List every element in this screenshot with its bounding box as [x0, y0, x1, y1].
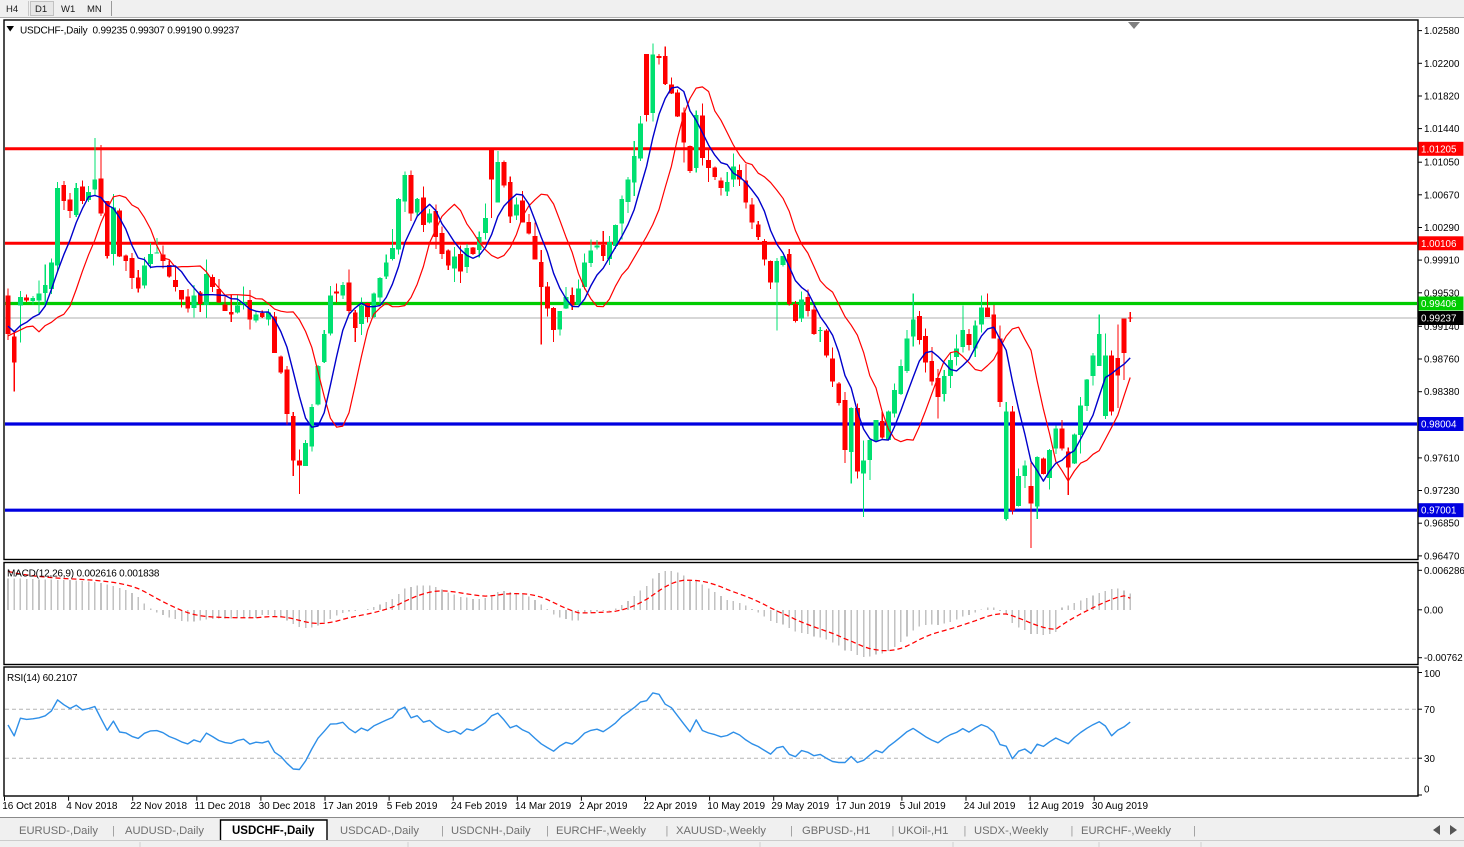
svg-text:D1: D1 [35, 4, 47, 15]
svg-text:|: | [1193, 825, 1196, 837]
svg-text:XAUUSD-,Weekly: XAUUSD-,Weekly [676, 825, 766, 837]
svg-text:USDCAD-,Daily: USDCAD-,Daily [340, 825, 419, 837]
svg-text:|: | [790, 825, 793, 837]
svg-text:30 Dec 2018: 30 Dec 2018 [259, 801, 316, 812]
svg-text:0.99910: 0.99910 [1424, 256, 1460, 267]
svg-text:2 Apr 2019: 2 Apr 2019 [579, 801, 628, 812]
svg-text:1.02580: 1.02580 [1424, 26, 1460, 37]
svg-text:29 May 2019: 29 May 2019 [771, 801, 829, 812]
svg-text:USDX-,Weekly: USDX-,Weekly [974, 825, 1049, 837]
svg-text:USDCNH-,Daily: USDCNH-,Daily [451, 825, 531, 837]
svg-text:|: | [1071, 825, 1074, 837]
svg-text:0.006286: 0.006286 [1424, 566, 1464, 577]
svg-text:0.98380: 0.98380 [1424, 387, 1460, 398]
svg-text:0.98760: 0.98760 [1424, 355, 1460, 366]
svg-text:UKOil-,H1: UKOil-,H1 [898, 825, 948, 837]
svg-text:|: | [546, 825, 549, 837]
svg-text:H4: H4 [6, 4, 18, 15]
svg-text:17 Jun 2019: 17 Jun 2019 [836, 801, 891, 812]
svg-text:1.00670: 1.00670 [1424, 190, 1460, 201]
svg-text:0.96850: 0.96850 [1424, 519, 1460, 530]
svg-text:24 Jul 2019: 24 Jul 2019 [964, 801, 1016, 812]
svg-text:11 Dec 2018: 11 Dec 2018 [195, 801, 251, 812]
svg-text:22 Nov 2018: 22 Nov 2018 [130, 801, 187, 812]
svg-text:|: | [666, 825, 669, 837]
svg-text:0: 0 [1424, 785, 1430, 796]
svg-text:MACD(12,26,9) 0.002616 0.00183: MACD(12,26,9) 0.002616 0.001838 [7, 569, 160, 580]
svg-text:0.99140: 0.99140 [1424, 322, 1460, 333]
svg-text:0.97610: 0.97610 [1424, 453, 1460, 464]
svg-text:EURCHF-,Weekly: EURCHF-,Weekly [556, 825, 646, 837]
svg-text:1.01440: 1.01440 [1424, 124, 1460, 135]
svg-text:|: | [112, 825, 115, 837]
svg-text:0.98004: 0.98004 [1421, 420, 1457, 431]
svg-text:EURCHF-,Weekly: EURCHF-,Weekly [1081, 825, 1171, 837]
svg-text:4 Nov 2018: 4 Nov 2018 [66, 801, 118, 812]
svg-text:17 Jan 2019: 17 Jan 2019 [323, 801, 378, 812]
svg-text:USDCHF-,Daily: USDCHF-,Daily [232, 825, 315, 837]
svg-text:0.96470: 0.96470 [1424, 551, 1460, 562]
svg-text:24 Feb 2019: 24 Feb 2019 [451, 801, 508, 812]
svg-text:1.01050: 1.01050 [1424, 158, 1460, 169]
svg-text:|: | [964, 825, 967, 837]
svg-text:MN: MN [87, 4, 102, 15]
svg-text:|: | [892, 825, 895, 837]
svg-text:|: | [441, 825, 444, 837]
svg-text:1.00106: 1.00106 [1421, 239, 1457, 250]
svg-text:70: 70 [1424, 705, 1435, 716]
svg-text:100: 100 [1424, 669, 1441, 680]
svg-text:USDCHF-,Daily 0.99235 0.99307: USDCHF-,Daily 0.99235 0.99307 0.99190 0.… [20, 26, 240, 37]
svg-text:EURUSD-,Daily: EURUSD-,Daily [19, 825, 98, 837]
svg-text:RSI(14) 60.2107: RSI(14) 60.2107 [7, 673, 78, 684]
svg-text:GBPUSD-,H1: GBPUSD-,H1 [802, 825, 870, 837]
svg-text:AUDUSD-,Daily: AUDUSD-,Daily [125, 825, 204, 837]
svg-text:30: 30 [1424, 754, 1435, 765]
svg-text:12 Aug 2019: 12 Aug 2019 [1028, 801, 1085, 812]
svg-text:0.97230: 0.97230 [1424, 486, 1460, 497]
svg-text:5 Jul 2019: 5 Jul 2019 [900, 801, 947, 812]
svg-text:10 May 2019: 10 May 2019 [707, 801, 765, 812]
svg-text:0.99237: 0.99237 [1421, 314, 1456, 325]
svg-text:30 Aug 2019: 30 Aug 2019 [1092, 801, 1149, 812]
svg-text:1.01205: 1.01205 [1421, 144, 1457, 155]
svg-text:0.00: 0.00 [1424, 605, 1444, 616]
svg-text:14 Mar 2019: 14 Mar 2019 [515, 801, 572, 812]
svg-text:5 Feb 2019: 5 Feb 2019 [387, 801, 438, 812]
svg-text:0.99530: 0.99530 [1424, 288, 1460, 299]
svg-text:1.01820: 1.01820 [1424, 92, 1460, 103]
svg-text:0.99406: 0.99406 [1421, 299, 1457, 310]
svg-text:16 Oct 2018: 16 Oct 2018 [2, 801, 57, 812]
svg-text:22 Apr 2019: 22 Apr 2019 [643, 801, 697, 812]
svg-text:1.02200: 1.02200 [1424, 59, 1460, 70]
svg-text:0.97001: 0.97001 [1421, 506, 1456, 517]
svg-text:1.00290: 1.00290 [1424, 223, 1460, 234]
svg-text:-0.00762: -0.00762 [1424, 653, 1463, 664]
svg-text:W1: W1 [61, 4, 75, 15]
